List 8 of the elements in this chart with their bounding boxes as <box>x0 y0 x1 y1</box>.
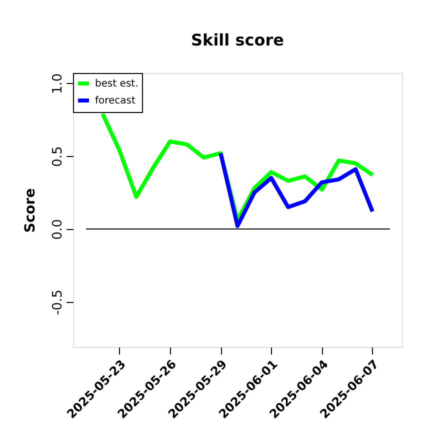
legend-label: forecast <box>95 96 136 106</box>
legend-label: best est. <box>95 78 138 90</box>
y-tick-label: -0.5 <box>50 290 66 316</box>
y-tick-label: 0.0 <box>50 219 66 240</box>
y-axis-title: Score <box>22 188 38 233</box>
chart-title: Skill score <box>191 30 284 50</box>
y-tick-label: 1.0 <box>50 73 66 94</box>
y-tick-label: 0.5 <box>50 146 66 167</box>
